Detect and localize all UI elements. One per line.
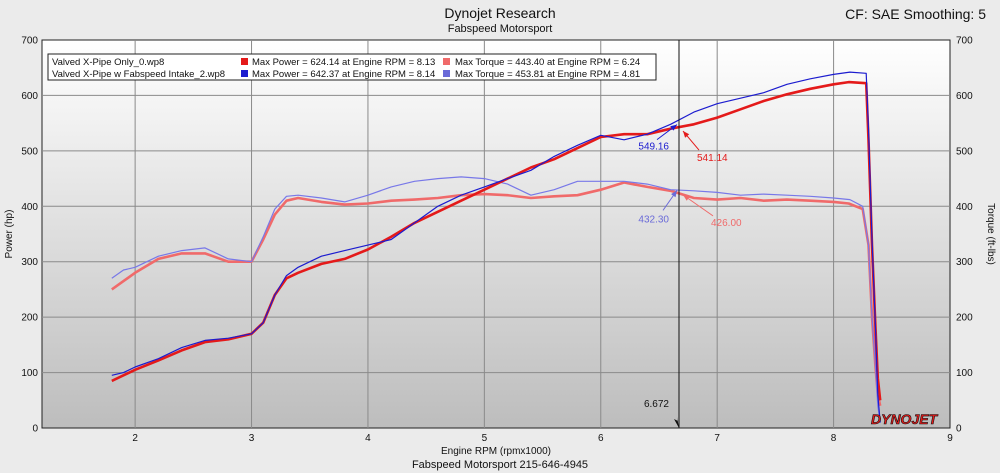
y-right-axis-label: Torque (ft-lbs): [985, 203, 996, 265]
y-left-tick-label: 200: [21, 313, 38, 324]
y-left-tick-labels: 0 100 200 300 400 500 600 700: [21, 36, 38, 435]
chart-title: Dynojet Research: [444, 5, 556, 21]
legend-file-2: Valved X-Pipe w Fabspeed Intake_2.wp8: [52, 69, 225, 80]
x-tick-label: 8: [831, 433, 837, 444]
legend-torque-2: Max Torque = 453.81 at Engine RPM = 4.81: [455, 69, 640, 80]
legend-file-1: Valved X-Pipe Only_0.wp8: [52, 57, 164, 68]
legend-power-2: Max Power = 642.37 at Engine RPM = 8.14: [252, 69, 435, 80]
x-tick-labels: 2 3 4 5 6 7 8 9: [132, 433, 953, 444]
x-tick-label: 5: [482, 433, 488, 444]
x-tick-label: 3: [249, 433, 255, 444]
x-tick-label: 9: [947, 433, 953, 444]
y-right-tick-label: 600: [956, 91, 973, 102]
x-axis-label: Engine RPM (rpmx1000): [441, 446, 551, 457]
series-line-power: [111, 71, 881, 423]
legend-swatch-power-red: [241, 58, 248, 65]
y-right-tick-label: 300: [956, 257, 973, 268]
y-right-tick-labels: 0 100 200 300 400 500 600 700: [956, 36, 973, 435]
x-tick-label: 7: [714, 433, 720, 444]
x-tick-label: 6: [598, 433, 604, 444]
cursor-value-power-blue: 549.16: [638, 142, 669, 153]
cursor-value-torque-blue: 432.30: [638, 214, 669, 225]
dynojet-logo-text: DYNOJET: [871, 411, 939, 427]
y-right-tick-label: 500: [956, 146, 973, 157]
cursor-value-power-red: 541.14: [697, 153, 728, 164]
series-line-torque: [111, 176, 881, 423]
series-lines: [111, 71, 882, 423]
legend-swatch-torque-blue: [443, 70, 450, 77]
y-left-axis-label: Power (hp): [4, 210, 15, 259]
legend-box: [47, 53, 657, 81]
y-right-tick-label: 400: [956, 202, 973, 213]
annotation-arrowhead: [671, 190, 677, 198]
y-left-tick-label: 500: [21, 146, 38, 157]
cursor-label: 6.672: [644, 399, 669, 410]
legend-swatch-torque-red: [443, 58, 450, 65]
cursor-value-torque-red: 426.00: [711, 218, 742, 229]
dynojet-logo: DYNOJET: [871, 411, 939, 428]
gridlines: [42, 40, 950, 428]
y-left-tick-label: 600: [21, 91, 38, 102]
y-left-tick-label: 100: [21, 368, 38, 379]
y-right-tick-label: 0: [956, 424, 962, 435]
legend: Valved X-Pipe Only_0.wp8 Valved X-Pipe w…: [47, 53, 657, 81]
annotation-arrowhead: [670, 124, 677, 131]
y-left-tick-label: 700: [21, 36, 38, 47]
legend-power-1: Max Power = 624.14 at Engine RPM = 8.13: [252, 57, 435, 68]
x-tick-label: 4: [365, 433, 371, 444]
correction-factor-label: CF: SAE Smoothing: 5: [845, 6, 986, 22]
y-left-tick-label: 0: [32, 424, 38, 435]
y-left-tick-label: 300: [21, 257, 38, 268]
y-right-tick-label: 100: [956, 368, 973, 379]
legend-swatch-power-blue: [241, 70, 248, 77]
cursor-arrow-icon: [673, 416, 679, 428]
y-right-tick-label: 200: [956, 313, 973, 324]
plot-area: [41, 39, 951, 429]
cursor-marker-arrows: [656, 124, 714, 217]
annotation-arrowhead: [682, 194, 690, 201]
legend-torque-1: Max Torque = 443.40 at Engine RPM = 6.24: [455, 57, 640, 68]
chart-subtitle: Fabspeed Motorsport: [447, 23, 553, 35]
annotation-arrowhead: [682, 131, 690, 138]
y-right-tick-label: 700: [956, 36, 973, 47]
footer-contact: Fabspeed Motorsport 215-646-4945: [411, 459, 589, 471]
y-left-tick-label: 400: [21, 202, 38, 213]
x-tick-label: 2: [132, 433, 138, 444]
